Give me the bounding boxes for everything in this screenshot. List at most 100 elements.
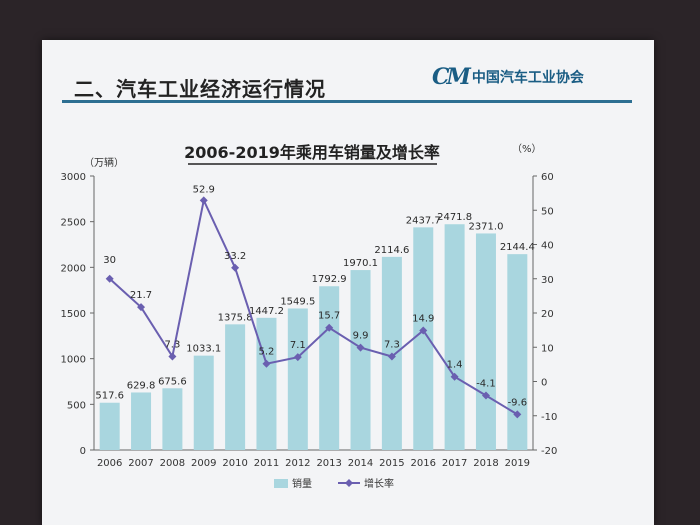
legend-marker-growth xyxy=(345,479,353,487)
slide: 二、汽车工业经济运行情况 CM 中国汽车工业协会 2006-2019年乘用车销量… xyxy=(42,40,654,525)
logo: CM 中国汽车工业协会 xyxy=(432,64,584,90)
left-axis-tick-label: 1500 xyxy=(61,309,86,320)
bar-sales xyxy=(99,402,120,450)
growth-point xyxy=(137,303,146,312)
growth-point xyxy=(262,359,271,368)
growth-point xyxy=(513,410,522,419)
legend-swatch-sales xyxy=(274,479,288,488)
logo-mark: CM xyxy=(432,64,471,90)
left-axis-tick-label: 2500 xyxy=(61,218,86,229)
bar-data-label: 1792.9 xyxy=(312,274,347,285)
bar-sales xyxy=(444,224,465,450)
right-axis-tick-label: 50 xyxy=(541,206,554,217)
bar-data-label: 675.6 xyxy=(158,376,187,387)
growth-data-label: -9.6 xyxy=(508,397,528,408)
legend-label-sales: 销量 xyxy=(292,477,312,490)
right-axis-tick-label: 40 xyxy=(541,241,554,252)
right-axis-unit: （%） xyxy=(512,143,542,155)
bar-data-label: 517.6 xyxy=(95,391,124,402)
x-axis-tick-label: 2008 xyxy=(160,458,185,469)
left-axis-tick-label: 500 xyxy=(67,400,86,411)
x-axis-tick-label: 2014 xyxy=(348,458,373,469)
x-axis-tick-label: 2016 xyxy=(411,458,436,469)
growth-point xyxy=(293,353,302,362)
bar-data-label: 1447.2 xyxy=(249,306,284,317)
right-axis-tick-label: 0 xyxy=(541,378,547,389)
growth-point xyxy=(105,274,114,283)
x-axis-tick-label: 2017 xyxy=(442,458,467,469)
bar-sales xyxy=(475,233,496,450)
right-axis-tick-label: 10 xyxy=(541,343,554,354)
right-axis-tick-label: 30 xyxy=(541,275,554,286)
growth-data-label: -4.1 xyxy=(476,379,496,390)
x-axis-tick-label: 2013 xyxy=(316,458,341,469)
growth-point xyxy=(168,352,177,361)
x-axis-tick-label: 2018 xyxy=(473,458,498,469)
bar-sales xyxy=(319,286,340,450)
x-axis-tick-label: 2015 xyxy=(379,458,404,469)
right-axis-tick-label: -10 xyxy=(541,412,557,423)
bar-sales xyxy=(193,355,214,450)
bar-sales xyxy=(225,324,246,450)
growth-point xyxy=(387,352,396,361)
chart-title: 2006-2019年乘用车销量及增长率 xyxy=(184,143,440,162)
growth-point xyxy=(199,196,208,205)
left-axis-tick-label: 0 xyxy=(80,446,86,457)
right-axis-tick-label: -20 xyxy=(541,446,557,457)
growth-data-label: 14.9 xyxy=(412,313,434,324)
slide-title: 二、汽车工业经济运行情况 xyxy=(74,77,326,101)
right-axis-tick-label: 20 xyxy=(541,309,554,320)
bar-sales xyxy=(256,317,277,450)
bar-data-label: 1549.5 xyxy=(280,296,315,307)
bar-data-label: 2114.6 xyxy=(374,245,409,256)
x-axis-tick-label: 2019 xyxy=(505,458,530,469)
growth-data-label: 9.9 xyxy=(353,331,369,342)
growth-line xyxy=(109,197,518,416)
x-axis-tick-label: 2012 xyxy=(285,458,310,469)
growth-point xyxy=(231,263,240,272)
sales-growth-chart: 2006-2019年乘用车销量及增长率（万辆）（%）05001000150020… xyxy=(61,143,558,490)
bar-data-label: 2437.7 xyxy=(406,215,441,226)
bar-data-label: 1375.8 xyxy=(218,312,253,323)
x-axis-tick-label: 2011 xyxy=(254,458,279,469)
left-axis-tick-label: 3000 xyxy=(61,172,86,183)
growth-point xyxy=(481,391,490,400)
growth-data-label: 7.3 xyxy=(164,339,180,350)
bar-sales xyxy=(413,227,434,450)
bar-sales xyxy=(131,392,152,450)
bar-data-label: 2371.0 xyxy=(468,221,503,232)
growth-point xyxy=(419,326,428,335)
growth-data-label: 7.3 xyxy=(384,339,400,350)
left-axis-unit: （万辆） xyxy=(84,156,124,169)
x-axis-tick-label: 2009 xyxy=(191,458,216,469)
x-axis-tick-label: 2010 xyxy=(222,458,247,469)
growth-data-label: 5.2 xyxy=(259,347,275,358)
right-axis-tick-label: 60 xyxy=(541,172,554,183)
growth-point xyxy=(450,372,459,381)
growth-data-label: 33.2 xyxy=(224,251,246,262)
growth-point xyxy=(356,343,365,352)
growth-data-label: 1.4 xyxy=(447,360,463,371)
bar-sales xyxy=(507,254,528,450)
title-divider xyxy=(62,100,632,103)
bar-sales xyxy=(162,388,183,450)
bar-data-label: 2144.4 xyxy=(500,242,535,253)
growth-point xyxy=(325,323,334,332)
bar-sales xyxy=(287,308,308,450)
growth-data-label: 52.9 xyxy=(193,184,215,195)
growth-data-label: 21.7 xyxy=(130,290,152,301)
legend-label-growth: 增长率 xyxy=(364,477,394,490)
x-axis-tick-label: 2007 xyxy=(128,458,153,469)
bar-data-label: 1970.1 xyxy=(343,258,378,269)
bar-data-label: 1033.1 xyxy=(186,344,221,355)
growth-data-label: 30 xyxy=(103,255,116,266)
growth-data-label: 15.7 xyxy=(318,311,340,322)
bar-data-label: 2471.8 xyxy=(437,212,472,223)
left-axis-tick-label: 1000 xyxy=(61,355,86,366)
x-axis-tick-label: 2006 xyxy=(97,458,122,469)
bar-data-label: 629.8 xyxy=(127,380,156,391)
logo-text: 中国汽车工业协会 xyxy=(471,70,584,86)
growth-data-label: 7.1 xyxy=(290,340,306,351)
left-axis-tick-label: 2000 xyxy=(61,263,86,274)
bar-sales xyxy=(350,270,371,450)
